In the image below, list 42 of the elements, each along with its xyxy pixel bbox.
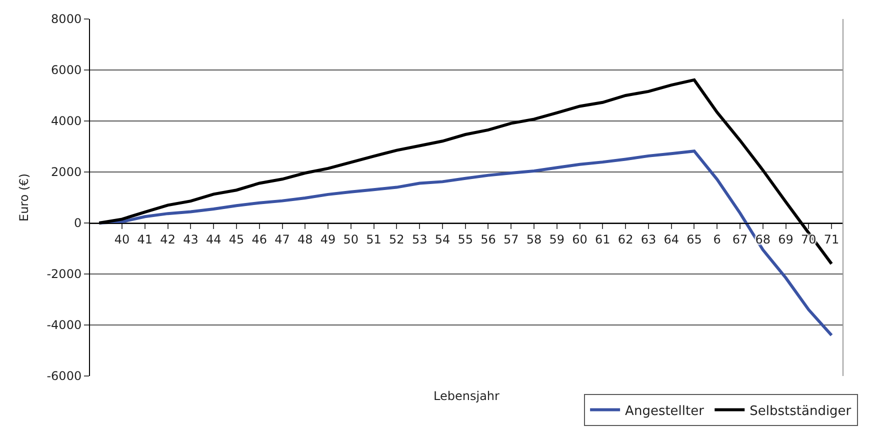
x-tick-label: 71 [824, 232, 840, 246]
x-tick-label: 54 [434, 232, 450, 246]
y-tick-label: 4000 [51, 114, 82, 128]
x-tick-label: 41 [137, 232, 153, 246]
x-tick-label: 67 [732, 232, 748, 246]
x-tick-label: 47 [274, 232, 290, 246]
x-tick-label: 50 [343, 232, 359, 246]
x-tick-label: 45 [228, 232, 244, 246]
y-tick-label: -4000 [46, 318, 82, 332]
x-tick-label: 40 [114, 232, 130, 246]
x-tick-label: 46 [252, 232, 268, 246]
y-tick-label: -2000 [46, 267, 82, 282]
x-tick-label: 62 [618, 232, 634, 246]
y-axis-title: Euro (€) [17, 173, 32, 222]
x-tick-label: 42 [160, 232, 176, 246]
x-tick-label: 69 [778, 232, 794, 246]
x-tick-label: 57 [503, 232, 519, 246]
x-tick-label: 56 [480, 232, 496, 246]
x-tick-label: 65 [686, 232, 702, 246]
x-tick-label: 63 [640, 232, 656, 246]
x-tick-label: 52 [389, 232, 404, 246]
x-tick-label: 55 [458, 232, 473, 246]
x-tick-label: 59 [549, 232, 565, 246]
x-tick-label: 61 [595, 232, 610, 246]
x-tick-label: 51 [366, 232, 382, 246]
x-tick-label: 64 [664, 232, 679, 246]
y-tick-label: 8000 [51, 12, 82, 26]
y-tick-label: -6000 [46, 369, 82, 384]
x-tick-label: 49 [320, 232, 336, 246]
x-tick-label: 43 [183, 232, 198, 246]
x-tick-label: 44 [206, 232, 222, 246]
legend-label: Angestellter [625, 404, 705, 419]
y-tick-label: 6000 [51, 63, 82, 78]
x-tick-label: 53 [412, 232, 428, 246]
x-tick-label: 58 [526, 232, 542, 246]
y-tick-label: 2000 [51, 165, 82, 180]
x-tick-label: 48 [298, 232, 313, 246]
x-tick-label: 6 [713, 232, 721, 246]
y-tick-label: 0 [74, 216, 82, 230]
x-axis-title: Lebensjahr [434, 388, 500, 403]
legend-label: Selbstständiger [750, 404, 852, 419]
x-tick-label: 60 [572, 232, 588, 246]
